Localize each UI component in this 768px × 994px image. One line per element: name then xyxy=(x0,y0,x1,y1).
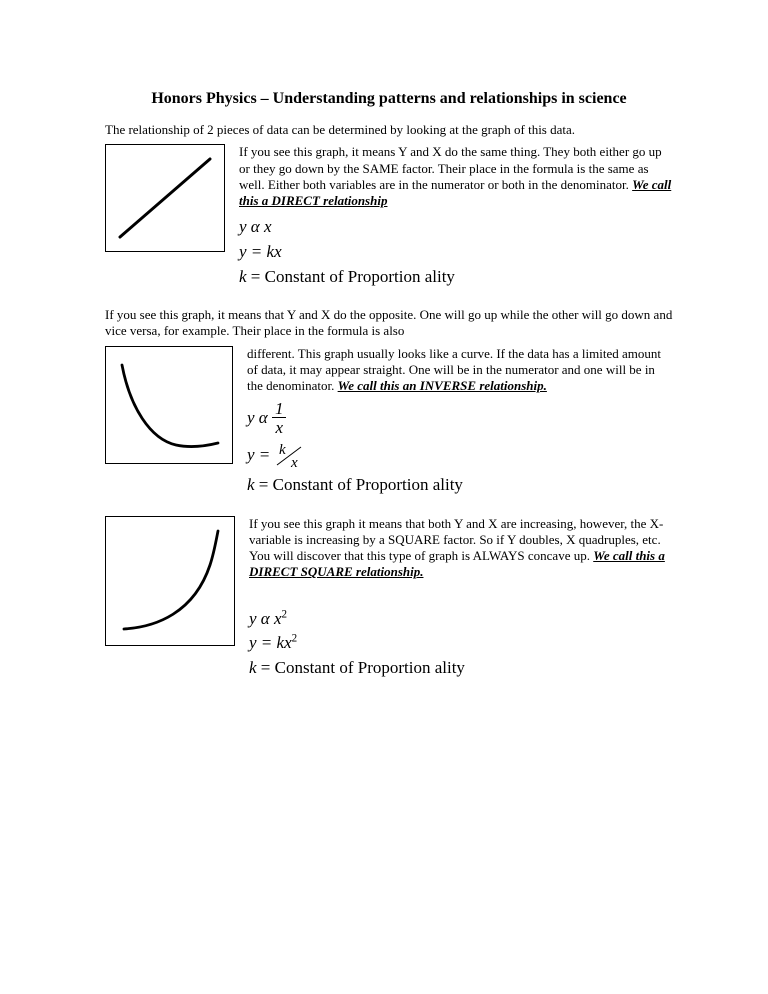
intro-paragraph: The relationship of 2 pieces of data can… xyxy=(105,122,673,138)
text-inverse: different. This graph usually looks like… xyxy=(247,346,673,498)
formula-inverse-1: y α 1x xyxy=(247,400,673,438)
text-direct-square: If you see this graph it means that both… xyxy=(249,516,673,681)
chart-direct-line xyxy=(106,145,224,251)
formula-direct-3: k = Constant of Proportion ality xyxy=(239,265,673,290)
text-direct: If you see this graph, it means Y and X … xyxy=(239,144,673,289)
formula-block-direct-square: y α x2 y = kx2 k = Constant of Proportio… xyxy=(249,607,673,681)
graph-inverse xyxy=(105,346,233,464)
bridge-inverse: If you see this graph, it means that Y a… xyxy=(105,307,673,340)
body-direct: If you see this graph, it means Y and X … xyxy=(239,144,662,192)
section-direct: If you see this graph, it means Y and X … xyxy=(105,144,673,289)
document-page: Honors Physics – Understanding patterns … xyxy=(0,0,768,738)
formula-block-direct: y α x y = kx k = Constant of Proportion … xyxy=(239,215,673,289)
formula-direct-1: y α x xyxy=(239,215,673,240)
formula-direct-2: y = kx xyxy=(239,240,673,265)
emph-inverse: We call this an INVERSE relationship. xyxy=(338,378,547,393)
formula-ds-1: y α x2 xyxy=(249,607,673,632)
chart-direct-square-curve xyxy=(106,517,234,645)
chart-inverse-curve xyxy=(106,347,232,463)
page-title: Honors Physics – Understanding patterns … xyxy=(105,90,673,108)
formula-inverse-3: k = Constant of Proportion ality xyxy=(247,473,673,498)
formula-ds-2: y = kx2 xyxy=(249,631,673,656)
section-inverse: different. This graph usually looks like… xyxy=(105,346,673,498)
graph-direct-square xyxy=(105,516,235,646)
formula-block-inverse: y α 1x y = kx k = Constant of Proportion… xyxy=(247,400,673,497)
formula-ds-3: k = Constant of Proportion ality xyxy=(249,656,673,681)
fraction-k-over-x-icon: kx xyxy=(275,443,303,469)
svg-text:x: x xyxy=(290,455,298,469)
svg-text:k: k xyxy=(279,443,286,458)
graph-direct xyxy=(105,144,225,252)
formula-inverse-2: y = kx xyxy=(247,443,673,469)
section-direct-square: If you see this graph it means that both… xyxy=(105,516,673,681)
